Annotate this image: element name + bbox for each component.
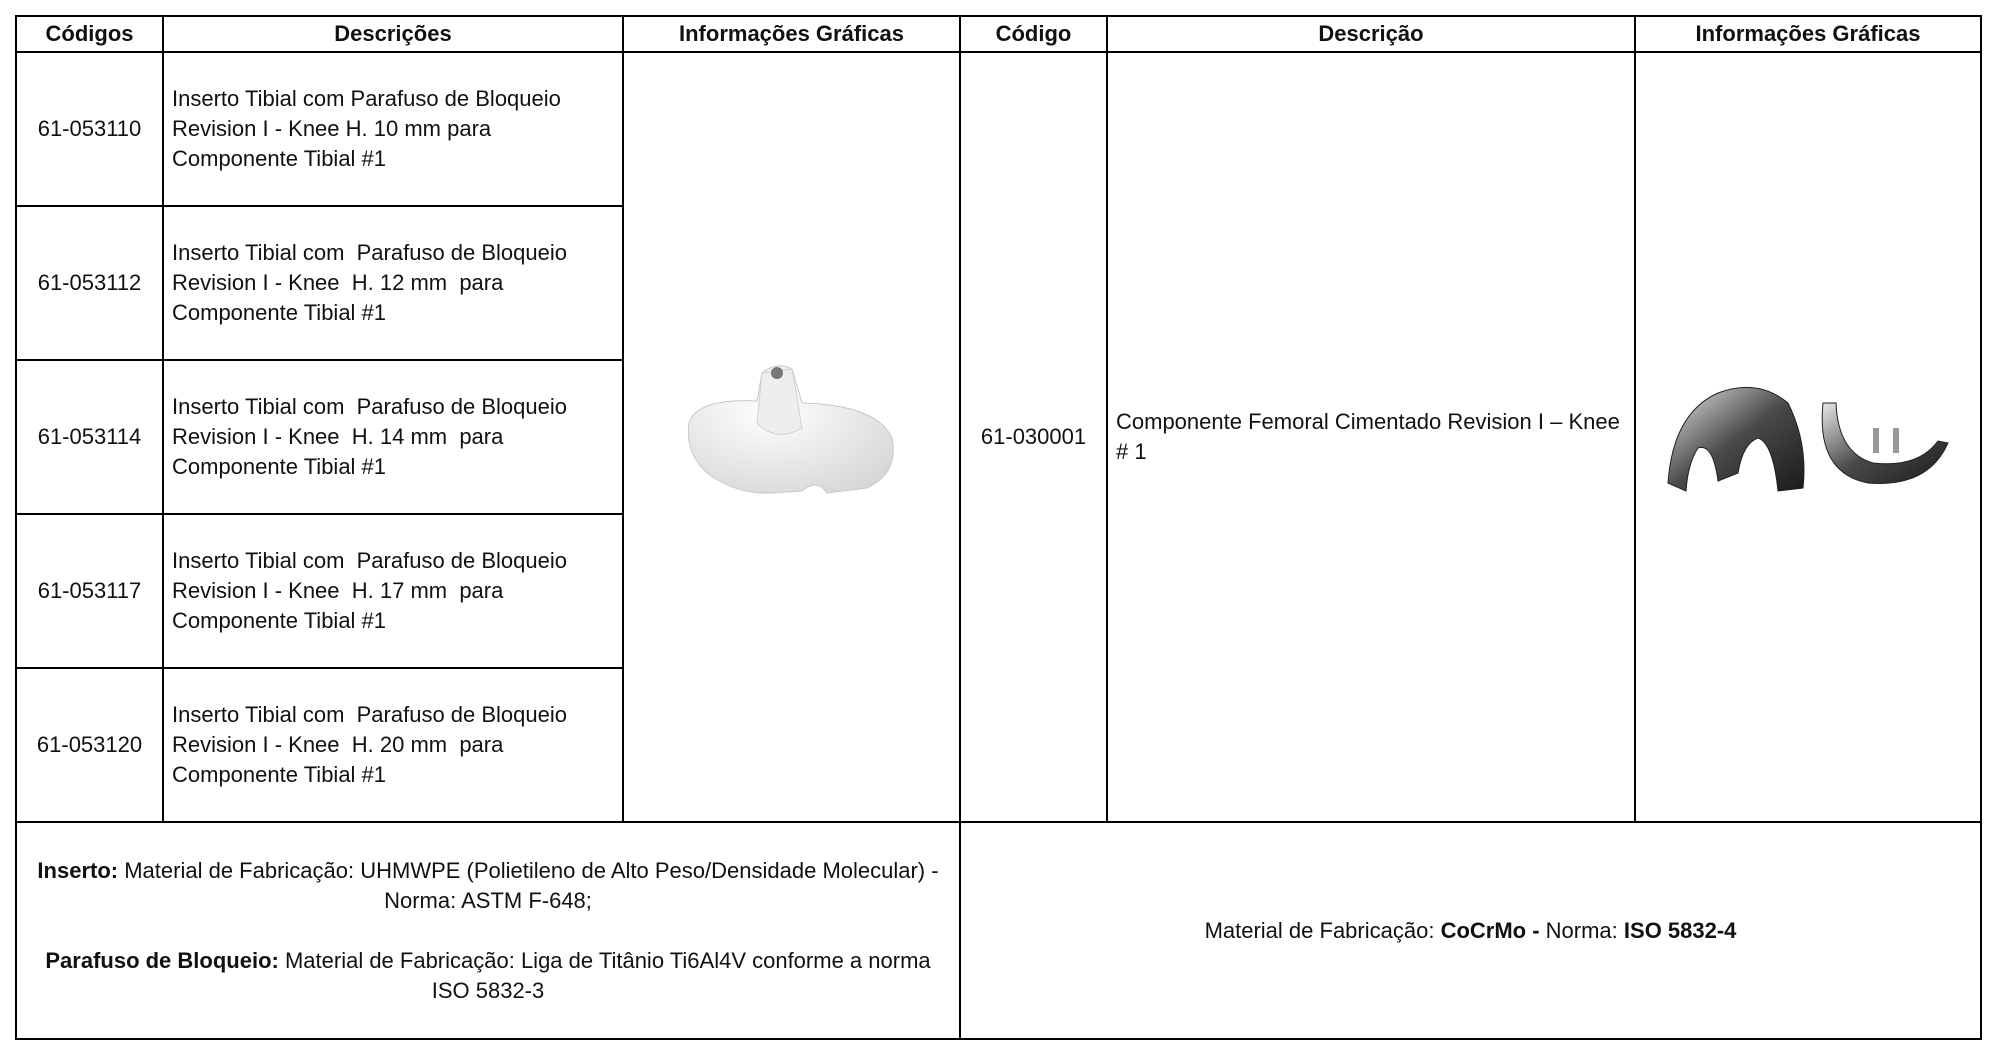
header-cell: Descrição [1106,15,1636,53]
description-cell: Componente Femoral Cimentado Revision I … [1106,51,1636,823]
footer-text: Norma: [1539,917,1624,943]
code-cell: 61-053114 [15,359,164,515]
code-cell: 61-030001 [959,51,1108,823]
item-row: 61-053112 Inserto Tibial com Parafuso de… [15,205,1981,361]
description-cell: Inserto Tibial com Parafuso de Bloqueio … [162,513,624,669]
footer-bold: Inserto: [37,857,119,883]
footer-text: Material de Fabricação: [1204,917,1441,943]
femoral-component-image [1667,386,1949,492]
header-row: Códigos Descrições Informações Gráficas … [15,15,1982,53]
footer-right: Material de Fabricação: CoCrMo - Norma: … [959,821,1982,1040]
product-table: Códigos Descrições Informações Gráficas … [15,15,1982,1040]
image-cell [1634,51,1982,823]
footer-text: Material de Fabricação: Liga de Titânio … [278,947,937,1003]
code-cell: 61-053110 [15,51,164,207]
header-cell: Códigos [15,15,164,53]
code-cell: 61-053112 [15,205,164,361]
footer-paragraph: Inserto: Material de Fabricação: UHMWPE … [25,856,951,916]
description-cell: Inserto Tibial com Parafuso de Bloqueio … [162,51,624,207]
footer-paragraph: Parafuso de Bloqueio: Material de Fabric… [25,946,951,1006]
item-row: 61-053117 Inserto Tibial com Parafuso de… [15,513,1981,669]
item-row: 61-053110 Inserto Tibial com Parafuso de… [15,51,1982,823]
item-row: 61-053114 Inserto Tibial com Parafuso de… [15,359,1981,515]
description-cell: Inserto Tibial com Parafuso de Bloqueio … [162,205,624,361]
header-cell: Descrições [162,15,624,53]
footer-left: Inserto: Material de Fabricação: UHMWPE … [15,821,961,1040]
header-cell: Código [959,15,1108,53]
footer-row: Inserto: Material de Fabricação: UHMWPE … [15,821,1982,1040]
header-cell: Informações Gráficas [1634,15,1982,53]
footer-text: Material de Fabricação: UHMWPE (Polietil… [118,857,945,913]
footer-bold: ISO 5832-4 [1623,917,1737,943]
description-cell: Inserto Tibial com Parafuso de Bloqueio … [162,667,624,823]
footer-bold: CoCrMo - [1440,917,1540,943]
description-cell: Inserto Tibial com Parafuso de Bloqueio … [162,359,624,515]
image-cell [622,51,961,823]
footer-bold: Parafuso de Bloqueio: [45,947,279,973]
code-cell: 61-053120 [15,667,164,823]
header-cell: Informações Gráficas [622,15,961,53]
tibial-insert-image [687,365,894,494]
item-row: 61-053120 Inserto Tibial com Parafuso de… [15,667,1981,823]
code-cell: 61-053117 [15,513,164,669]
